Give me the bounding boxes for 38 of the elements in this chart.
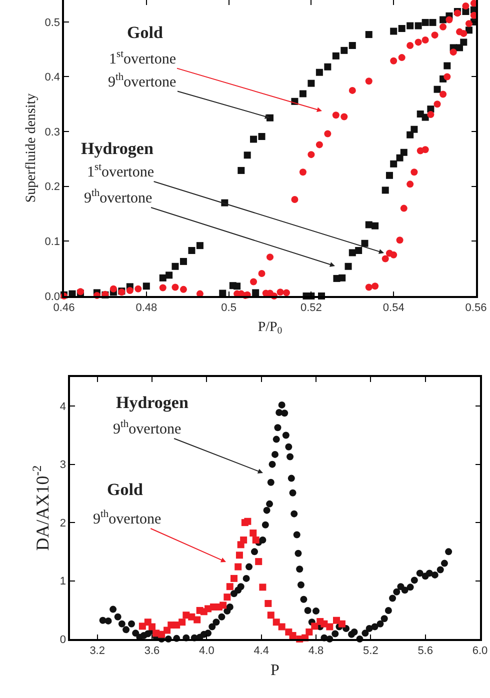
y-tick-label: 0.2 [44, 181, 60, 194]
x-tick-label: 0.54 [382, 302, 404, 314]
annotation: 9$^{th}$overtone [93, 509, 162, 528]
y-tick-label: 4 [60, 400, 66, 413]
annotation: 1$^{st}$overtone [87, 162, 154, 180]
y-tick-label: 0.0 [44, 290, 60, 303]
annotation: Gold [127, 23, 164, 42]
x-tick-label: 0.48 [136, 302, 158, 314]
x-tick-label: 0.46 [53, 302, 75, 314]
y-tick-label: 3 [60, 459, 66, 472]
x-tick-label: 0.56 [465, 302, 487, 314]
annotation: 9$^{th}$overtone [113, 419, 182, 438]
annotation: Hydrogen [81, 139, 154, 158]
y-tick-label: 1 [60, 576, 66, 588]
x-tick-label: 4.4 [254, 644, 269, 657]
x-tick-label: 3.6 [144, 644, 160, 657]
x-axis-title: P [270, 662, 280, 680]
x-tick-label: 5.2 [363, 644, 378, 657]
y-tick-label: 0.4 [44, 72, 60, 84]
y-tick-label: 0.3 [44, 126, 60, 138]
y-tick-label: 0.5 [44, 16, 60, 29]
x-tick-label: 4.8 [308, 644, 324, 657]
x-tick-label: 5.6 [418, 644, 433, 657]
x-tick-label: 4.0 [199, 644, 214, 657]
y-tick-label: 0.1 [44, 236, 60, 248]
x-tick-label: 3.2 [90, 644, 105, 657]
annotation: 1$^{st}$overtone [109, 49, 176, 68]
x-axis-title: P/P$_{0}$ [258, 320, 282, 337]
annotation: Hydrogen [116, 393, 189, 412]
annotation: Gold [107, 480, 144, 499]
y-axis-title: Superfluide density [24, 93, 39, 203]
annotation: 9$^{th}$overtone [108, 72, 176, 90]
x-tick-label: 6.0 [472, 644, 488, 657]
x-tick-label: 0.52 [300, 302, 322, 314]
annotation: 9$^{th}$overtone [84, 188, 152, 206]
y-tick-label: 2 [60, 517, 66, 530]
x-tick-label: 0.5 [221, 302, 236, 314]
y-tick-label: 0 [60, 634, 66, 646]
